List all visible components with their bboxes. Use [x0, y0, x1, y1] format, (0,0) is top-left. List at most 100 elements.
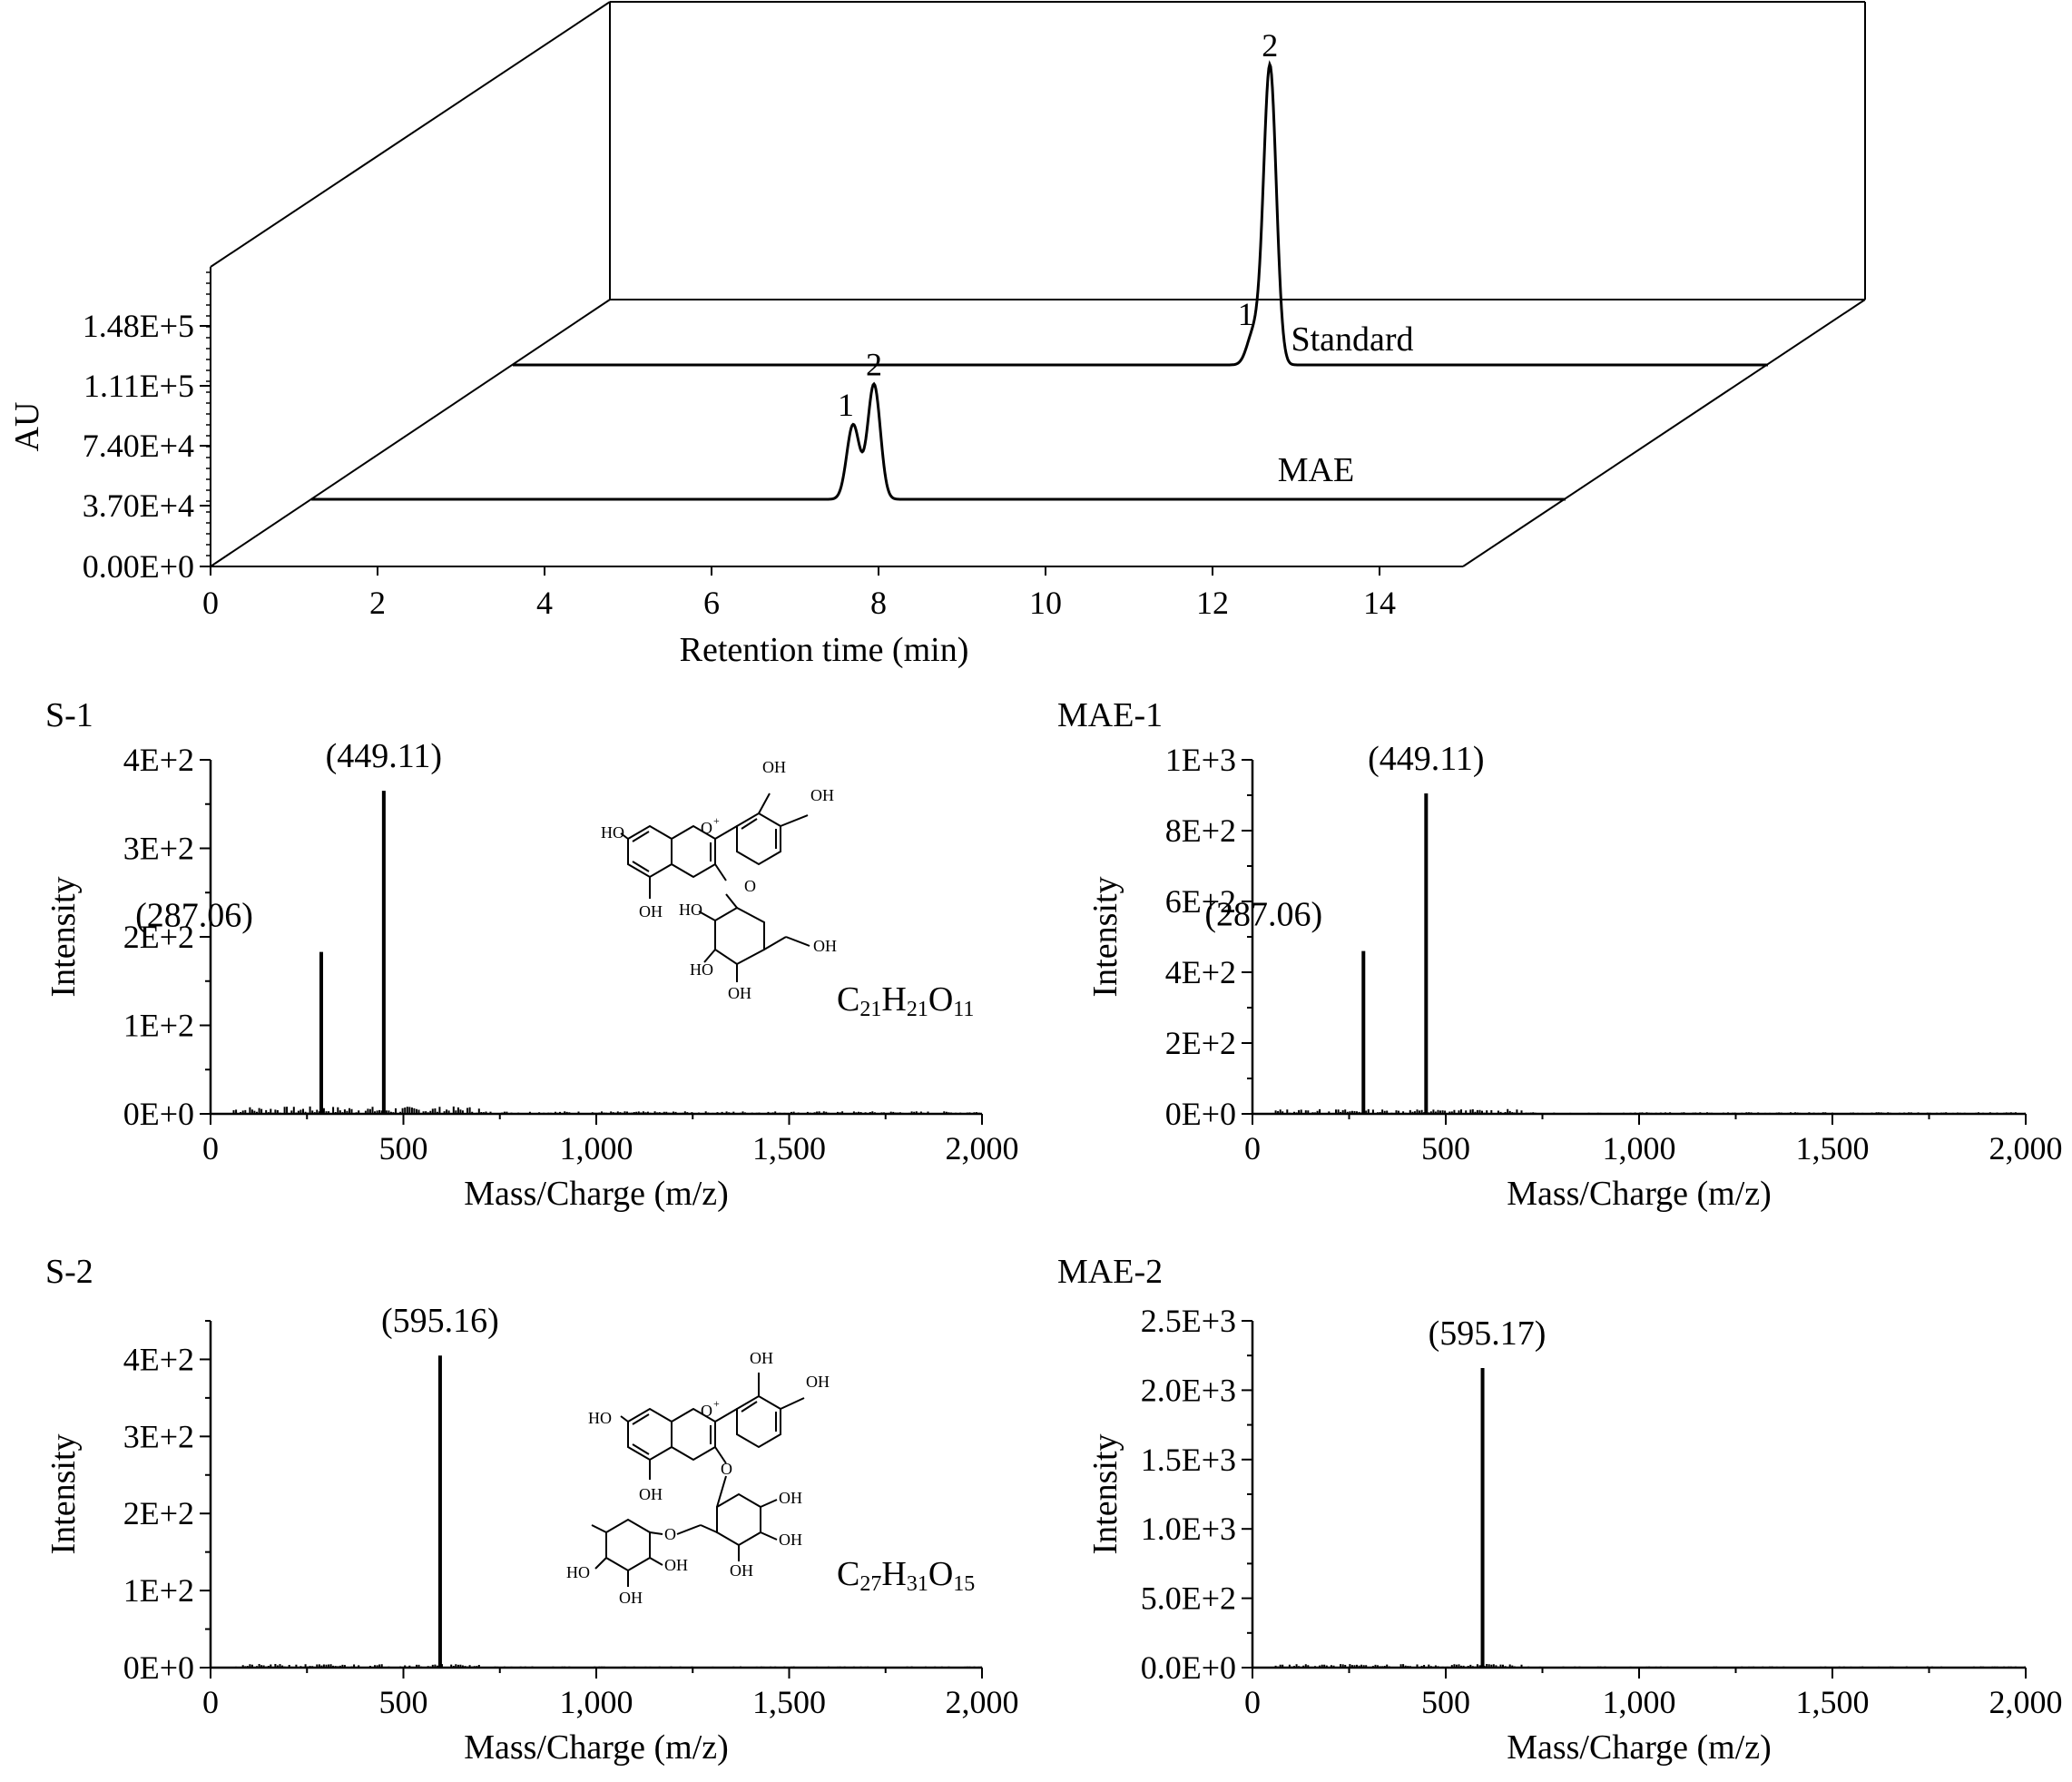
x-tick-label: 1,500: [1796, 1684, 1870, 1720]
x-axis-label: Mass/Charge (m/z): [464, 1175, 729, 1213]
struct1-o-label: O: [744, 877, 756, 895]
struct2-oh-label: OH: [730, 1561, 753, 1580]
x-tick-label: 2,000: [946, 1684, 1019, 1720]
x-tick-label: 1,000: [1603, 1684, 1676, 1720]
y-tick-label: 0E+0: [123, 1096, 194, 1132]
x-tick-label: 1,000: [1603, 1130, 1676, 1167]
x-tick-label: 8: [870, 585, 887, 621]
y-tick-label: 3E+2: [123, 831, 194, 867]
peak-label: (287.06): [135, 897, 253, 935]
struct2-oh-label: OH: [750, 1349, 773, 1367]
box-floor-right: [1462, 299, 1866, 567]
y-tick-label: 2.5E+3: [1141, 1303, 1236, 1339]
x-tick-label: 1,500: [752, 1130, 826, 1167]
y-tick-label: 6E+2: [1165, 883, 1236, 920]
struct2-plus-label: +: [713, 1397, 720, 1410]
struct1-plus-label: +: [713, 814, 720, 827]
y-tick-label: 1.48E+5: [83, 308, 194, 344]
y-tick-label: 0.00E+0: [83, 548, 194, 585]
x-tick-label: 0: [1244, 1130, 1261, 1167]
struct1-oh-label: OH: [728, 984, 751, 1002]
x-tick-label: 10: [1029, 585, 1062, 621]
y-axis-label: Intensity: [44, 877, 83, 998]
y-tick-label: 1.5E+3: [1141, 1442, 1236, 1478]
peak-label: (449.11): [326, 737, 442, 775]
chromatogram-line-mae: [311, 381, 1566, 501]
ms-panel-s1: 0 500 1,000 1,500 2,000 0E+0 1E+2 2E+2 3E+2 4E+2 S…: [44, 696, 1019, 1213]
y-tick-label: 2E+2: [123, 919, 194, 955]
chromatogram-3d-box-frame: [210, 1, 1866, 567]
peak-label: (287.06): [1204, 896, 1322, 934]
struct1-oplus-label: O: [701, 819, 712, 837]
struct2-oplus-label: O: [701, 1402, 712, 1420]
struct1-ho-label: HO: [601, 823, 624, 842]
y-tick-label: 0E+0: [1165, 1096, 1236, 1132]
x-tick-label: 0: [202, 1130, 219, 1167]
y-tick-label: 1.11E+5: [83, 368, 194, 404]
chromatogram-3d-chart: 0.00E+0 3.70E+4 7.40E+4 1.11E+5 1.48E+5 0 2 4 6…: [8, 1, 1866, 669]
y-tick-label: 2.0E+3: [1141, 1372, 1236, 1408]
ms-panel-s2: 0 500 1,000 1,500 2,000 0E+0 1E+2 2E+2 3E+2 4E+2 S…: [44, 1253, 1019, 1767]
x-tick-label: 500: [379, 1130, 428, 1167]
y-axis-label: AU: [8, 402, 46, 452]
panel-title: S-2: [45, 1253, 93, 1291]
x-axis-label: Mass/Charge (m/z): [1507, 1175, 1772, 1213]
panel-title: S-1: [45, 696, 93, 734]
struct1-oh-label: OH: [813, 937, 837, 955]
x-tick-label: 0: [1244, 1684, 1261, 1720]
ms-panel-mae2: 0 500 1,000 1,500 2,000 0.0E+0 5.0E+2 1.0E+3 1.5…: [1057, 1253, 2063, 1767]
series-name-label: Standard: [1291, 320, 1413, 359]
y-tick-label: 3E+2: [123, 1418, 194, 1454]
struct2-oh-label: OH: [619, 1589, 643, 1607]
struct1-oh-label: OH: [639, 902, 663, 921]
y-tick-label: 1E+2: [123, 1572, 194, 1609]
x-tick-label: 0: [202, 585, 219, 621]
y-tick-label: 4E+2: [123, 1341, 194, 1377]
x-axis-label: Mass/Charge (m/z): [1507, 1728, 1772, 1767]
formula-s1: C21H21O11: [837, 980, 974, 1021]
struct2-o-label: O: [664, 1525, 676, 1543]
peak-label: 2: [1262, 27, 1278, 64]
formula-s2: C27H31O15: [837, 1555, 975, 1596]
struct2-oh-label: OH: [639, 1485, 663, 1503]
x-tick-label: 4: [536, 585, 553, 621]
spectrum-noise: [232, 1664, 983, 1668]
y-axis-label: Intensity: [1086, 877, 1124, 998]
x-tick-label: 1,500: [752, 1684, 826, 1720]
y-tick-label: 3.70E+4: [83, 487, 194, 524]
x-tick-label: 500: [1421, 1684, 1470, 1720]
struct2-oh-label: OH: [664, 1556, 688, 1574]
x-tick-label: 1,000: [560, 1130, 633, 1167]
x-tick-label: 6: [703, 585, 720, 621]
x-tick-label: 2,000: [1989, 1130, 2063, 1167]
x-axis-label: Retention time (min): [680, 631, 969, 669]
y-tick-label: 1.0E+3: [1141, 1511, 1236, 1547]
peak-label: (595.17): [1429, 1314, 1547, 1353]
y-tick-label: 1E+3: [1165, 742, 1236, 778]
y-tick-label: 2E+2: [123, 1495, 194, 1531]
y-tick-label: 4E+2: [1165, 954, 1236, 990]
peak-label: 2: [866, 346, 882, 382]
struct2-oh-label: OH: [779, 1531, 802, 1549]
y-tick-label: 0E+0: [123, 1649, 194, 1686]
struct2-oh-label: OH: [806, 1373, 830, 1391]
y-tick-label: 8E+2: [1165, 812, 1236, 849]
struct1-oh-label: OH: [810, 786, 834, 804]
series-name-label: MAE: [1278, 451, 1354, 489]
x-tick-label: 1,500: [1796, 1130, 1870, 1167]
x-tick-label: 500: [1421, 1130, 1470, 1167]
struct2-oh-label: OH: [779, 1489, 802, 1507]
peak-label: 1: [1238, 296, 1254, 332]
box-floor-left: [210, 299, 611, 567]
y-tick-label: 5.0E+2: [1141, 1580, 1236, 1617]
chemical-structure-s2-labels: OH OH HO O + O OH OH OH OH O HO OH OH: [566, 1349, 830, 1607]
x-tick-label: 14: [1363, 585, 1396, 621]
chromatogram-line-standard: [513, 60, 1768, 367]
x-tick-label: 2: [369, 585, 386, 621]
struct1-oh-label: OH: [762, 758, 786, 776]
spectrum-noise: [1274, 1664, 2027, 1668]
y-axis-ticks: 0.00E+0 3.70E+4 7.40E+4 1.11E+5 1.48E+5: [83, 308, 211, 585]
y-tick-label: 2E+2: [1165, 1025, 1236, 1061]
